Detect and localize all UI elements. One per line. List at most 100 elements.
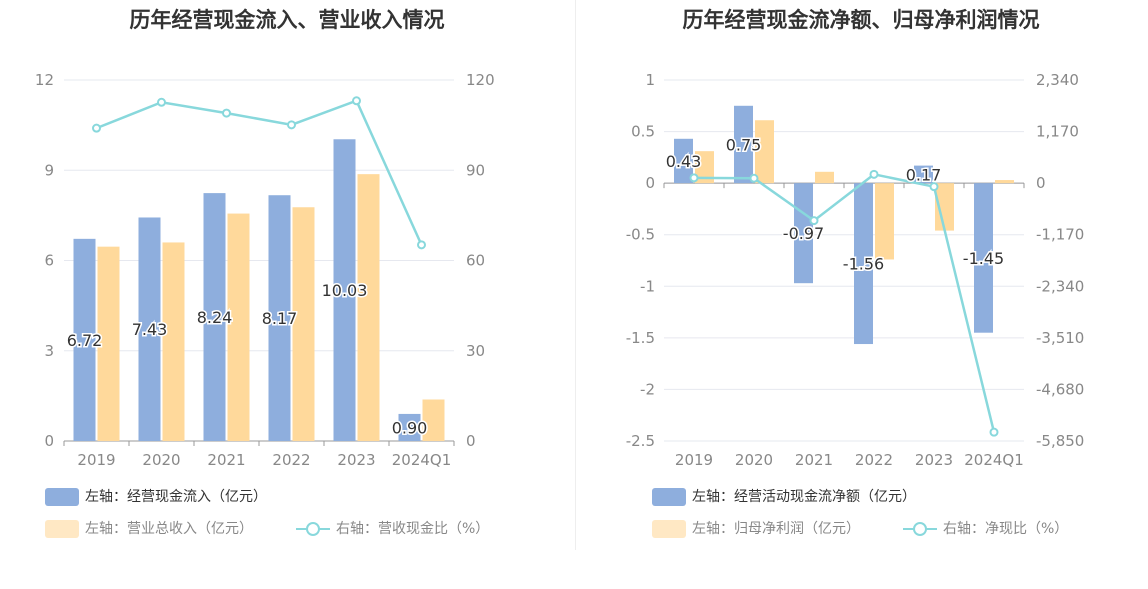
legend-net-cash-flow[interactable]: 左轴：经营活动现金流净额（亿元） [652,486,916,506]
x-tick-label: 2021 [795,451,833,469]
legend-label: 右轴：营收现金比（%） [336,521,490,537]
line-point [287,120,296,130]
data-label: -1.56 [843,255,884,274]
legend-label: 左轴：营业总收入（亿元） [85,521,253,537]
y-left-tick-label: 6 [44,252,54,270]
legend-cash-inflow[interactable]: 左轴：经营现金流入（亿元） [45,486,267,506]
y-right-tick-label: 0 [466,432,476,450]
chart-title: 历年经营现金流入、营业收入情况 [129,8,445,32]
bar-series2 [935,183,954,231]
x-tick-label: 2024Q1 [964,451,1024,469]
bar-series1 [268,195,291,441]
legend-revenue[interactable]: 左轴：营业总收入（亿元） [45,518,253,538]
x-tick-label: 2019 [77,451,115,469]
left-chart-panel: 历年经营现金流入、营业收入情况 12 120 9 90 6 60 3 30 0 0 2019 2020… [35,8,495,538]
y-left-tick-label: 0.5 [631,123,655,141]
line-point [809,216,819,226]
bar-series2 [695,151,714,184]
y-left-tick-label: 1 [645,71,655,89]
y-right-tick-label: 1,170 [1036,123,1079,141]
x-tick-label: 2022 [272,451,310,469]
legend-cash-ratio[interactable]: 右轴：营收现金比（%） [296,518,489,538]
x-tick-label: 2020 [142,451,180,469]
line-point [929,182,939,192]
x-tick-label: 2020 [735,451,773,469]
data-label: 7.43 [132,320,168,339]
bar-series2 [97,246,120,441]
legend-swatch-bar-yellow [45,520,79,538]
y-left-tick-label: 12 [35,71,54,89]
y-left-tick-label: 0 [44,432,54,450]
bar-series1 [854,183,873,345]
x-tick-label: 2019 [675,451,713,469]
data-label: 8.24 [197,308,233,327]
legend-swatch-bar-blue [45,488,79,506]
x-tick-label: 2021 [207,451,245,469]
x-tick-label: 2022 [855,451,893,469]
data-label: -1.45 [963,249,1004,268]
data-label: 0.90 [392,418,428,437]
bar-series1 [674,138,693,184]
bar-series1 [203,193,226,441]
y-right-tick-label: -5,850 [1036,432,1084,450]
bar-series2 [162,242,185,441]
y-right-tick-label: -1,170 [1036,226,1084,244]
bar-series2 [995,180,1014,184]
y-left-tick-label: -2 [640,380,655,398]
line-series [693,172,996,433]
x-tick-label: 2023 [915,451,953,469]
legend-label: 左轴：归母净利润（亿元） [692,521,860,537]
line-point [222,108,231,118]
left-chart-svg: 12 120 9 90 6 60 3 30 0 0 2019 2020 2021 2022 2023 2024… [35,71,495,469]
bar-series1 [974,183,993,333]
legend-swatch-bar-blue [652,488,686,506]
right-chart-panel: 历年经营现金流净额、归母净利润情况 1 2,340 0.5 1,170 0 0 -0.5 -1… [574,0,1148,589]
bar-series1 [333,139,356,441]
bar-series2 [815,171,834,184]
y-right-tick-label: -4,680 [1036,380,1084,398]
right-chart-svg: 1 2,340 0.5 1,170 0 0 -0.5 -1,170 -1 -2,340 -1.5 -3… [626,71,1085,469]
data-label: 6.72 [67,331,103,350]
y-left-tick-label: 0 [645,174,655,192]
line-point [749,173,759,183]
line-point [352,96,361,106]
data-label: 8.17 [262,309,298,328]
data-label: 10.03 [322,281,368,300]
legend-label: 左轴：经营活动现金流净额（亿元） [692,489,916,505]
line-point [989,427,999,437]
line-point [689,173,699,183]
y-left-tick-label: -0.5 [626,226,655,244]
legend-swatch-line-icon [296,520,330,538]
x-tick-label: 2024Q1 [392,451,452,469]
bar-series2 [357,174,380,441]
bar-series2 [875,183,894,260]
bar-series2 [292,207,315,441]
legend-label: 左轴：经营现金流入（亿元） [85,489,267,505]
bar-series1 [138,217,161,441]
y-left-tick-label: -1 [640,277,655,295]
y-right-tick-label: 120 [466,71,495,89]
y-right-tick-label: 90 [466,161,485,179]
bar-series1 [73,238,96,441]
bar-series2 [755,120,774,184]
data-label: -0.97 [783,224,824,243]
y-right-tick-label: 30 [466,342,485,360]
legend-net-cash-ratio[interactable]: 右轴：净现比（%） [903,518,1068,538]
data-label: 0.43 [666,152,702,171]
y-right-tick-label: 2,340 [1036,71,1079,89]
data-label: 0.17 [906,165,942,184]
legend-net-profit[interactable]: 左轴：归母净利润（亿元） [652,518,860,538]
legend-swatch-line-icon [903,520,937,538]
bar-series2 [422,399,445,441]
legend-swatch-bar-yellow [652,520,686,538]
chart-title: 历年经营现金流净额、归母净利润情况 [682,8,1040,32]
bar-series1 [398,413,421,441]
bar-series1 [734,105,753,184]
y-left-tick-label: 9 [44,161,54,179]
line-point [417,240,426,250]
y-right-tick-label: 0 [1036,174,1046,192]
panel-divider [575,0,576,550]
line-series [96,99,423,246]
y-right-tick-label: 60 [466,252,485,270]
bar-series1 [914,165,933,184]
